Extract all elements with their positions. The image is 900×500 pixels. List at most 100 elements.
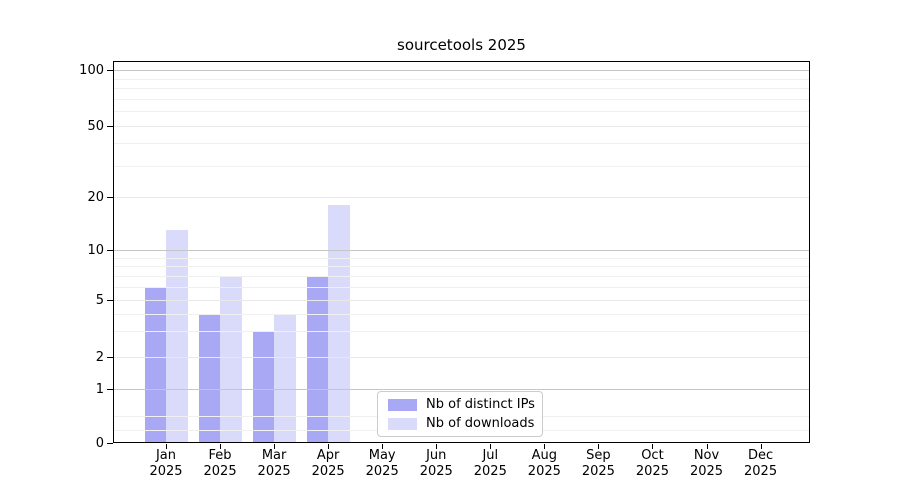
x-tick-month: Jan	[155, 448, 177, 463]
x-tick-label-feb: Feb 2025	[190, 448, 250, 479]
legend-label-distinct-ips: Nb of distinct IPs	[426, 397, 535, 412]
gridline-1	[113, 389, 810, 390]
x-tick-year: 2025	[689, 463, 724, 479]
gridline-90	[113, 78, 810, 80]
gridline-10	[113, 250, 810, 251]
x-tick-month: Oct	[641, 448, 664, 463]
y-tick-label-2: 2	[95, 349, 104, 365]
bars-layer	[113, 61, 810, 443]
gridline-80	[113, 88, 810, 90]
x-tick-label-dec: Dec 2025	[731, 448, 791, 479]
y-tick-5	[107, 300, 113, 301]
y-tick-label-10: 10	[87, 243, 104, 258]
x-tick-label-aug: Aug 2025	[514, 448, 574, 479]
x-tick-year: 2025	[473, 463, 507, 479]
x-tick-dec	[760, 444, 762, 449]
x-tick-year: 2025	[311, 463, 345, 479]
gridline-20	[113, 197, 810, 198]
y-tick-label-1: 1	[95, 382, 104, 397]
x-tick-year: 2025	[149, 463, 183, 479]
y-tick-label-100: 100	[79, 63, 104, 78]
x-tick-label-jun: Jun 2025	[406, 448, 466, 479]
bar-nb-of-distinct-ips-feb	[198, 313, 221, 443]
x-tick-apr	[328, 444, 330, 449]
legend-label-downloads: Nb of downloads	[426, 416, 535, 431]
bar-nb-of-distinct-ips-jan	[144, 286, 166, 443]
gridline-2	[113, 356, 810, 358]
x-tick-month: Mar	[261, 448, 287, 463]
bar-nb-of-distinct-ips-mar	[252, 331, 275, 443]
gridline-40	[113, 143, 810, 145]
x-tick-oct	[652, 444, 654, 449]
gridline-50	[113, 126, 810, 127]
gridline-30	[113, 165, 810, 167]
legend-swatch-downloads	[388, 417, 417, 430]
legend-swatch-distinct-ips	[388, 398, 417, 411]
x-tick-month: Apr	[316, 448, 340, 463]
legend: Nb of distinct IPs Nb of downloads	[377, 391, 543, 437]
gridline-6	[113, 286, 810, 288]
bar-nb-of-downloads-apr	[328, 205, 350, 443]
x-tick-year: 2025	[203, 463, 237, 479]
gridline-3	[113, 331, 810, 333]
x-tick-feb	[220, 444, 222, 449]
x-tick-month: Nov	[693, 448, 720, 463]
gridline-8	[113, 266, 810, 268]
x-tick-label-mar: Mar 2025	[244, 448, 304, 479]
x-tick-month: Jun	[426, 448, 447, 463]
x-tick-year: 2025	[581, 463, 615, 479]
gridline-60	[113, 111, 810, 113]
y-tick-label-50: 50	[87, 119, 104, 134]
x-tick-sep	[598, 444, 600, 449]
x-tick-year: 2025	[365, 463, 399, 479]
y-tick-label-0: 0	[95, 436, 104, 451]
x-tick-year: 2025	[257, 463, 291, 479]
bar-nb-of-downloads-mar	[274, 313, 296, 443]
x-tick-year: 2025	[527, 463, 561, 479]
x-tick-month: Jul	[482, 448, 499, 463]
x-tick-label-may: May 2025	[352, 448, 412, 479]
x-tick-label-sep: Sep 2025	[568, 448, 628, 479]
x-tick-month: May	[368, 448, 396, 463]
gridline-5	[113, 300, 810, 301]
legend-item-distinct-ips: Nb of distinct IPs	[388, 397, 542, 412]
gridline-9	[113, 257, 810, 259]
x-tick-label-jan: Jan 2025	[136, 448, 196, 479]
x-tick-month: Sep	[586, 448, 611, 463]
y-tick-50	[107, 126, 113, 127]
chart-title: sourcetools 2025	[397, 36, 526, 54]
y-tick-20	[107, 197, 113, 198]
x-tick-year: 2025	[635, 463, 669, 479]
x-tick-mar	[274, 444, 276, 449]
y-tick-1	[107, 389, 113, 390]
x-tick-may	[382, 444, 384, 449]
x-tick-label-jul: Jul 2025	[460, 448, 520, 479]
gridline-70	[113, 98, 810, 100]
gridline-7	[113, 275, 810, 277]
x-tick-label-nov: Nov 2025	[677, 448, 737, 479]
x-tick-month: Dec	[747, 448, 774, 463]
x-tick-aug	[544, 444, 546, 449]
legend-item-downloads: Nb of downloads	[388, 416, 542, 431]
x-tick-jul	[490, 444, 492, 449]
y-tick-2	[107, 356, 113, 358]
x-tick-month: Feb	[208, 448, 232, 463]
x-tick-nov	[706, 444, 708, 449]
y-tick-label-5: 5	[95, 293, 104, 308]
y-tick-100	[107, 70, 113, 71]
y-tick-0	[107, 443, 113, 444]
x-tick-jan	[166, 444, 167, 449]
bar-nb-of-distinct-ips-apr	[306, 275, 329, 443]
y-tick-label-20: 20	[87, 190, 104, 205]
x-tick-jun	[436, 444, 438, 449]
y-tick-10	[107, 250, 113, 251]
x-tick-year: 2025	[744, 463, 778, 479]
x-tick-label-apr: Apr 2025	[298, 448, 358, 479]
x-tick-year: 2025	[419, 463, 453, 479]
plot-area	[113, 61, 810, 443]
gridline-100	[113, 70, 810, 71]
axes-spines	[113, 61, 810, 443]
x-tick-label-oct: Oct 2025	[622, 448, 682, 479]
x-tick-month: Aug	[531, 448, 558, 463]
